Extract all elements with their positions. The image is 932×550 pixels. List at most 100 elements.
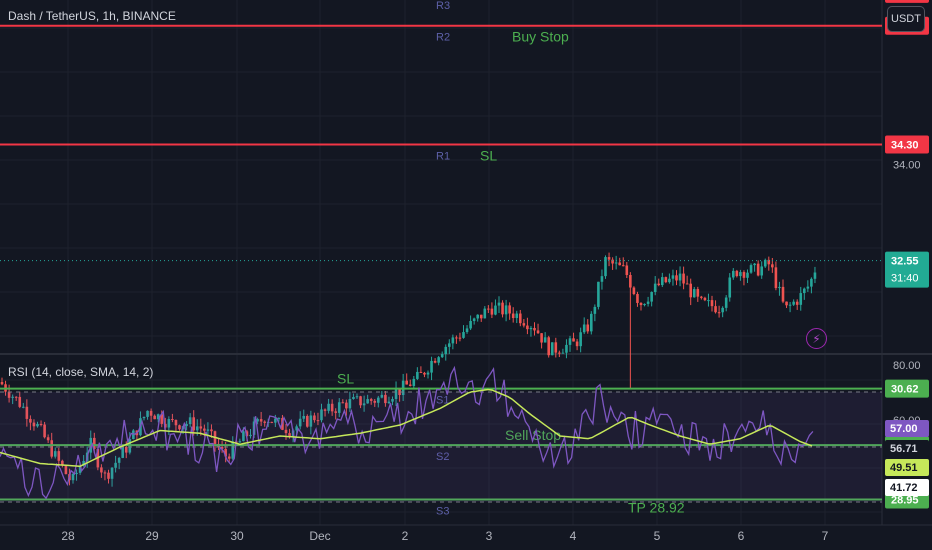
candle-body <box>408 384 412 386</box>
candle-body <box>561 352 565 354</box>
candle-body <box>423 372 426 375</box>
time-axis-label: Dec <box>309 529 330 543</box>
candle-body <box>14 396 18 398</box>
candle-body <box>188 417 192 425</box>
candle-body <box>732 270 735 278</box>
candle-body <box>149 410 153 416</box>
candle-body <box>167 418 171 428</box>
annotation-s3: TP 28.92 <box>628 499 685 515</box>
candle-body <box>309 415 313 427</box>
candle-body <box>11 396 14 398</box>
pivot-label-s1: S1 <box>436 395 449 407</box>
candle-body <box>611 259 614 264</box>
candle-body <box>746 272 749 278</box>
candle-body <box>160 414 164 424</box>
time-axis-label: 28 <box>61 529 75 543</box>
candle-body <box>636 294 639 303</box>
price-badge <box>885 379 929 398</box>
candle-body <box>586 324 590 332</box>
symbol-title[interactable]: Dash / TetherUS, 1h, BINANCE <box>8 9 176 23</box>
time-axis-label: 7 <box>822 529 829 543</box>
candle-body <box>398 389 401 396</box>
candle-body <box>313 415 316 421</box>
candle-body <box>263 421 266 423</box>
rsi-badge <box>885 459 929 476</box>
annotation-r1: SL <box>480 148 497 164</box>
candle-body <box>590 313 593 332</box>
candle-body <box>700 296 703 298</box>
candle-body <box>597 281 600 307</box>
price-badge-value: 30.62 <box>891 384 919 396</box>
candle-body <box>710 300 714 307</box>
candle-body <box>629 274 632 288</box>
candle-body <box>444 346 448 355</box>
candle-body <box>323 409 327 411</box>
candle-body <box>550 342 554 356</box>
candle-body <box>75 472 78 475</box>
candle-body <box>749 265 753 273</box>
candle-body <box>227 456 231 459</box>
candle-body <box>728 277 732 298</box>
candle-body <box>132 430 135 440</box>
candle-body <box>476 314 479 319</box>
candle-body <box>206 429 210 431</box>
candle-body <box>543 337 547 343</box>
rsi-sma-line <box>0 388 813 468</box>
rsi-indicator-label[interactable]: RSI (14, close, SMA, 14, 2) <box>8 365 154 379</box>
candle-body <box>174 420 178 426</box>
candle-body <box>50 440 53 457</box>
candle-body <box>522 323 526 326</box>
candle-body <box>195 426 199 431</box>
pivot-label-s3: S3 <box>436 505 449 517</box>
candle-body <box>298 418 302 427</box>
candle-body <box>781 286 785 302</box>
candle-body <box>412 378 416 386</box>
candle-body <box>25 406 29 419</box>
candle-body <box>171 418 174 421</box>
candle-body <box>689 283 692 298</box>
candle-body <box>416 371 419 379</box>
candle-body <box>753 263 756 266</box>
candle-body <box>146 410 149 417</box>
candle-body <box>572 338 575 342</box>
candle-body <box>242 431 245 442</box>
candle-body <box>394 389 398 399</box>
candle-body <box>203 428 206 431</box>
candle-body <box>643 303 646 306</box>
candle-body <box>717 312 721 314</box>
candle-body <box>78 465 82 473</box>
candle-body <box>18 396 22 407</box>
candle-body <box>582 324 586 333</box>
price-badge <box>885 0 929 3</box>
candle-body <box>511 313 515 319</box>
candle-body <box>639 302 643 306</box>
candle-body <box>36 423 39 427</box>
candle-body <box>813 272 817 279</box>
candle-body <box>526 325 529 330</box>
candle-body <box>82 460 85 466</box>
candle-body <box>519 313 522 324</box>
rsi-badge <box>885 420 929 437</box>
candle-body <box>185 424 188 427</box>
annotation-s2: Sell Stop <box>505 427 561 443</box>
annotation-r2: Buy Stop <box>512 29 569 45</box>
candle-body <box>632 287 636 295</box>
candle-body <box>224 448 227 457</box>
rsi-badge-value: 41.72 <box>890 482 918 494</box>
lightning-bolt-icon[interactable]: ⚡ <box>806 328 827 349</box>
candle-body <box>451 337 455 344</box>
candle-body <box>618 262 621 266</box>
candle-body <box>465 328 469 333</box>
currency-selector-button[interactable]: USDT <box>887 6 925 32</box>
candle-body <box>472 318 476 321</box>
candle-body <box>377 397 380 403</box>
price-badge-value: 28.95 <box>891 494 919 506</box>
candle-body <box>330 403 334 412</box>
candle-body <box>646 301 650 304</box>
candle-body <box>277 418 281 420</box>
candle-body <box>366 399 369 404</box>
rsi-badge <box>885 479 929 496</box>
candle-body <box>675 275 678 281</box>
candle-body <box>774 267 778 289</box>
